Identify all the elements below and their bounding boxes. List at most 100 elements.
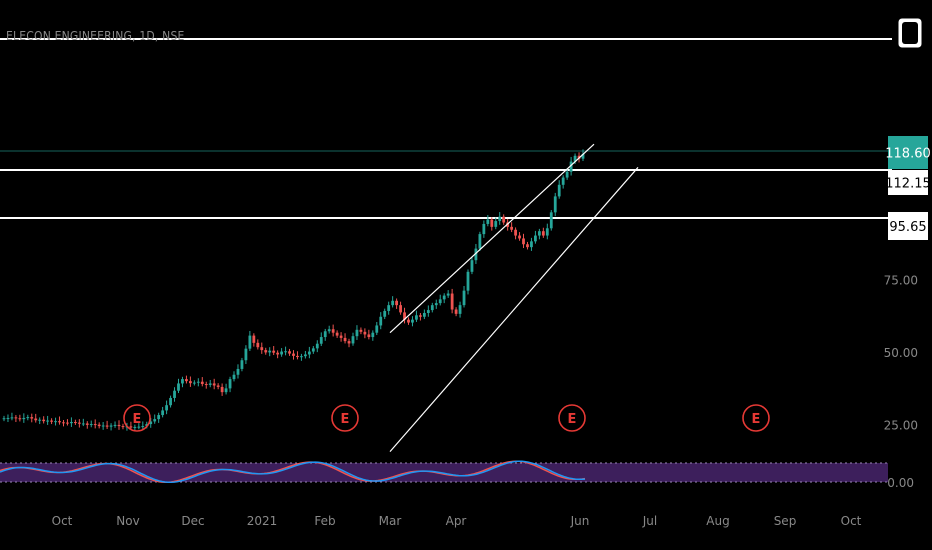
- candle: [77, 419, 81, 428]
- candle: [97, 422, 101, 429]
- candle: [105, 420, 109, 429]
- candle-body: [2, 418, 6, 420]
- candle-body: [208, 383, 212, 385]
- candle: [252, 333, 256, 347]
- candle-body: [303, 354, 307, 357]
- candle-body: [502, 216, 506, 223]
- candle: [276, 350, 280, 359]
- candle-body: [315, 343, 319, 349]
- candle-body: [137, 426, 141, 428]
- candle-body: [442, 295, 446, 300]
- candle: [264, 347, 268, 355]
- candle-body: [26, 417, 30, 419]
- last-price-label-bg: [888, 136, 928, 169]
- candle-body: [101, 425, 105, 427]
- candle: [335, 330, 339, 338]
- candle-body: [359, 329, 363, 332]
- time-tick-label: Apr: [446, 514, 467, 528]
- candle-body: [375, 325, 379, 333]
- candle: [541, 227, 545, 238]
- candle: [260, 342, 264, 354]
- candle-body: [30, 417, 34, 419]
- candle-body: [395, 300, 399, 306]
- candle: [526, 241, 529, 250]
- candle: [38, 417, 42, 425]
- candle: [192, 380, 196, 386]
- candle-body: [470, 260, 474, 272]
- candle-body: [141, 426, 145, 428]
- level-112-label: 112.15: [885, 170, 931, 195]
- time-tick-label: Dec: [181, 514, 204, 528]
- candle-body: [244, 348, 248, 361]
- time-tick-label: Jul: [642, 514, 657, 528]
- candle-body: [288, 351, 291, 354]
- candle: [490, 217, 494, 231]
- candle-body: [343, 337, 347, 342]
- candle: [244, 345, 248, 365]
- candle: [117, 420, 121, 430]
- candle: [426, 305, 430, 317]
- candle: [232, 371, 236, 382]
- time-tick-label: Oct: [841, 514, 862, 528]
- candle: [307, 346, 311, 359]
- candle: [165, 400, 168, 415]
- candle: [403, 307, 406, 324]
- candle: [236, 364, 240, 379]
- candle-body: [331, 329, 335, 333]
- candle: [323, 328, 327, 341]
- candle: [296, 351, 299, 360]
- candle-body: [268, 350, 272, 353]
- candle-body: [85, 423, 89, 425]
- candle-body: [478, 234, 482, 249]
- candle: [419, 312, 422, 321]
- candle-body: [486, 219, 490, 224]
- candle-body: [474, 248, 478, 261]
- candle-body: [541, 231, 545, 236]
- price-tick-label: 25.00: [884, 419, 918, 433]
- candle: [561, 175, 565, 189]
- time-tick-label: Nov: [116, 514, 139, 528]
- candle-body: [93, 424, 97, 426]
- candle-body: [66, 422, 69, 424]
- candle-body: [228, 379, 232, 389]
- candle: [454, 307, 458, 317]
- top-level-tag-inner: [902, 22, 918, 44]
- candle: [208, 379, 212, 388]
- symbol-title: ELECON ENGINEERING, 1D, NSE: [6, 29, 185, 43]
- candle: [462, 286, 466, 308]
- candle: [522, 233, 525, 249]
- candle: [311, 346, 315, 354]
- candle-body: [240, 360, 244, 369]
- candle-body: [339, 335, 343, 338]
- level-112-label-text: 112.15: [885, 177, 931, 192]
- candle: [553, 192, 557, 217]
- price-tick-label: 50.00: [884, 346, 918, 360]
- candle-body: [200, 381, 204, 385]
- candle: [399, 301, 402, 315]
- time-tick-label: Sep: [774, 514, 797, 528]
- candle: [367, 329, 371, 340]
- candle: [268, 347, 272, 357]
- candle: [50, 418, 53, 425]
- candle: [188, 376, 192, 387]
- candle-body: [514, 229, 517, 236]
- time-tick-label: Jun: [570, 514, 590, 528]
- candle: [395, 298, 399, 309]
- candle: [288, 348, 291, 356]
- candle-body: [355, 329, 359, 337]
- candle: [450, 288, 454, 314]
- candle-body: [260, 347, 264, 351]
- candle: [518, 232, 521, 241]
- level-95-label-bg: [888, 212, 928, 240]
- candle: [66, 419, 69, 426]
- candle-body: [185, 379, 188, 382]
- candle-body: [145, 424, 149, 427]
- candle: [502, 214, 506, 225]
- candle: [422, 309, 426, 320]
- candle: [224, 383, 228, 395]
- candle-body: [296, 355, 299, 358]
- time-tick-label: Oct: [52, 514, 73, 528]
- candle: [177, 378, 180, 394]
